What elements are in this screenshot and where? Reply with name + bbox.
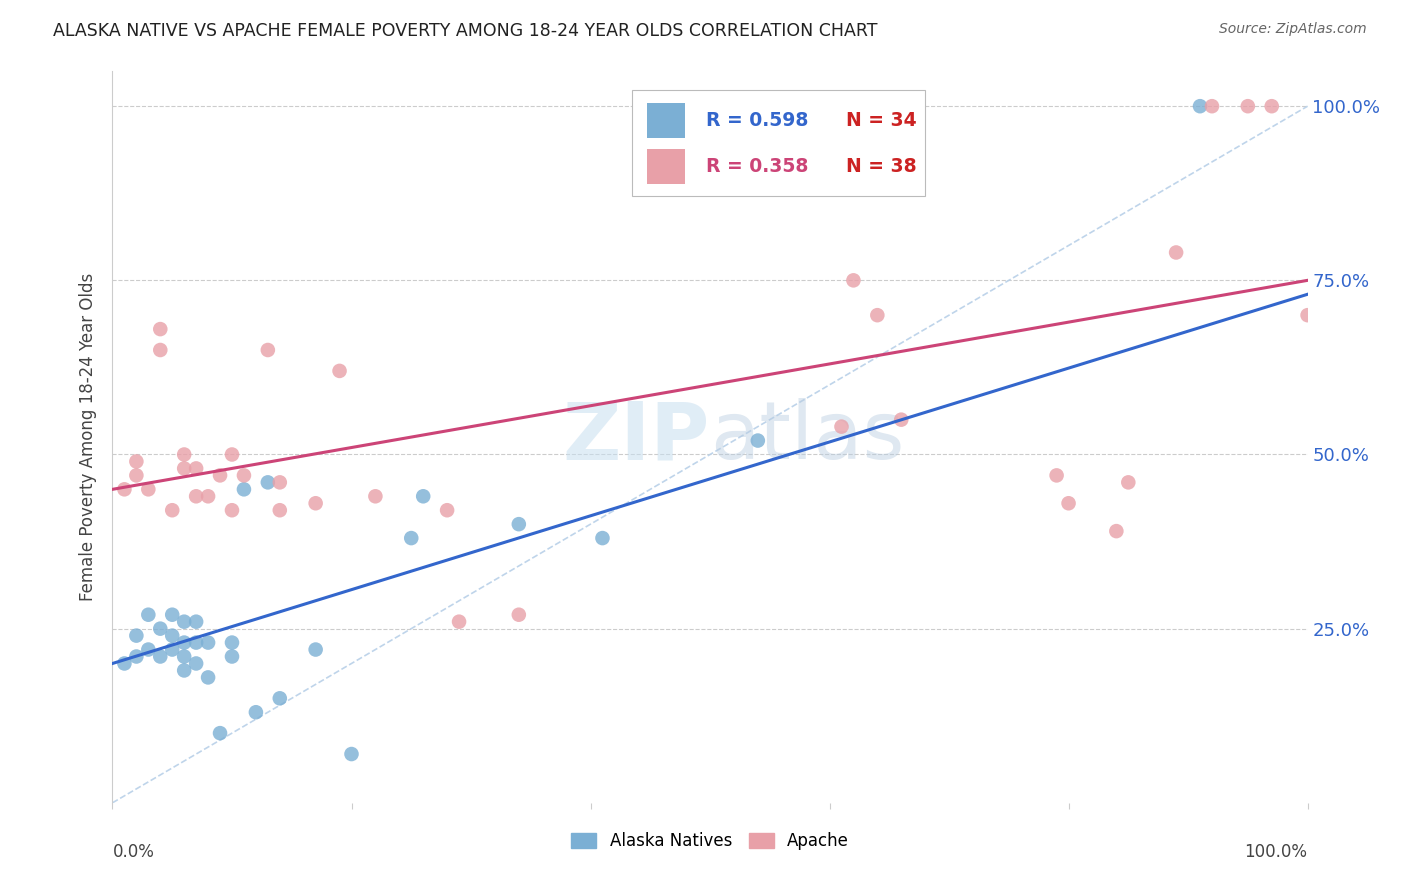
Point: [233, 468, 256, 483]
Point: [221, 448, 243, 462]
Point: [401, 531, 423, 545]
FancyBboxPatch shape: [647, 103, 685, 138]
Point: [245, 705, 267, 719]
Point: [305, 496, 328, 510]
Point: [1118, 475, 1140, 490]
Text: R = 0.598: R = 0.598: [706, 111, 808, 130]
Point: [138, 607, 160, 622]
Point: [186, 635, 208, 649]
Text: 100.0%: 100.0%: [1244, 843, 1308, 861]
Point: [173, 649, 195, 664]
Point: [305, 642, 328, 657]
Point: [114, 483, 135, 497]
Point: [186, 489, 208, 503]
Text: 0.0%: 0.0%: [112, 843, 155, 861]
Point: [173, 615, 195, 629]
Point: [1296, 308, 1319, 322]
Point: [747, 434, 769, 448]
FancyBboxPatch shape: [647, 149, 685, 184]
Point: [340, 747, 363, 761]
Point: [173, 664, 195, 678]
Point: [149, 622, 172, 636]
Point: [329, 364, 352, 378]
Point: [114, 657, 135, 671]
Text: ZIP: ZIP: [562, 398, 710, 476]
Point: [186, 615, 208, 629]
Point: [508, 607, 530, 622]
Point: [125, 649, 148, 664]
Point: [269, 503, 291, 517]
Point: [592, 531, 614, 545]
Y-axis label: Female Poverty Among 18-24 Year Olds: Female Poverty Among 18-24 Year Olds: [79, 273, 97, 601]
Point: [1105, 524, 1128, 538]
Point: [173, 448, 195, 462]
Point: [209, 726, 232, 740]
Text: N = 34: N = 34: [846, 111, 917, 130]
Text: N = 38: N = 38: [846, 157, 917, 176]
Point: [197, 489, 219, 503]
Point: [162, 629, 183, 643]
Point: [1201, 99, 1223, 113]
Point: [1261, 99, 1284, 113]
Point: [197, 670, 219, 684]
Point: [138, 642, 160, 657]
Point: [436, 503, 458, 517]
Text: atlas: atlas: [710, 398, 904, 476]
Point: [138, 483, 160, 497]
Point: [209, 468, 232, 483]
Point: [1057, 496, 1080, 510]
Text: Source: ZipAtlas.com: Source: ZipAtlas.com: [1219, 22, 1367, 37]
Point: [447, 615, 470, 629]
Point: [186, 657, 208, 671]
Point: [508, 517, 530, 532]
Point: [221, 635, 243, 649]
Point: [890, 412, 912, 426]
Point: [125, 629, 148, 643]
Point: [149, 649, 172, 664]
Text: R = 0.358: R = 0.358: [706, 157, 808, 176]
Text: ALASKA NATIVE VS APACHE FEMALE POVERTY AMONG 18-24 YEAR OLDS CORRELATION CHART: ALASKA NATIVE VS APACHE FEMALE POVERTY A…: [53, 22, 877, 40]
FancyBboxPatch shape: [633, 90, 925, 195]
Legend: Alaska Natives, Apache: Alaska Natives, Apache: [565, 825, 855, 856]
Point: [173, 461, 195, 475]
Point: [1189, 99, 1212, 113]
Point: [149, 322, 172, 336]
Point: [162, 642, 183, 657]
Point: [412, 489, 434, 503]
Point: [125, 454, 148, 468]
Point: [364, 489, 387, 503]
Point: [125, 468, 148, 483]
Point: [221, 649, 243, 664]
Point: [842, 273, 865, 287]
Point: [233, 483, 256, 497]
Point: [269, 691, 291, 706]
Point: [173, 635, 195, 649]
Point: [831, 419, 853, 434]
Point: [257, 475, 280, 490]
Point: [162, 503, 183, 517]
Point: [1046, 468, 1069, 483]
Point: [1166, 245, 1188, 260]
Point: [269, 475, 291, 490]
Point: [221, 503, 243, 517]
Point: [197, 635, 219, 649]
Point: [149, 343, 172, 357]
Point: [257, 343, 280, 357]
Point: [162, 607, 183, 622]
Point: [1237, 99, 1260, 113]
Point: [186, 461, 208, 475]
Point: [866, 308, 889, 322]
